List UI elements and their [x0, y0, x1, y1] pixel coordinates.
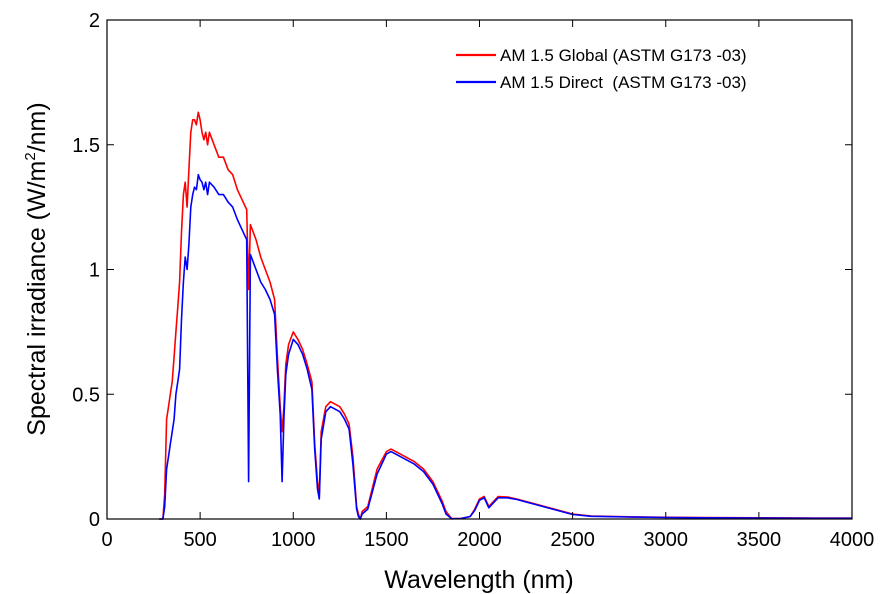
y-tick-label: 0.5: [72, 384, 100, 406]
x-tick-label: 3500: [737, 529, 782, 551]
x-tick-label: 1000: [271, 529, 316, 551]
plot-background: [107, 20, 852, 519]
y-tick-label: 0: [89, 509, 100, 531]
x-axis-label: Wavelength (nm): [384, 566, 573, 594]
legend-label-global: AM 1.5 Global (ASTM G173 -03): [500, 46, 747, 65]
x-tick-label: 500: [183, 529, 216, 551]
x-tick-label: 1500: [364, 529, 409, 551]
x-tick-label: 4000: [830, 529, 875, 551]
x-axis: 0 500 1000 1500 2000 2500 3000 3500 4000: [101, 20, 874, 551]
x-tick-label: 3000: [644, 529, 689, 551]
y-tick-label: 1: [89, 260, 100, 282]
y-tick-label: 1.5: [72, 135, 100, 157]
series-layer: [159, 111, 852, 520]
x-tick-label: 2500: [550, 529, 595, 551]
y-tick-label: 2: [89, 10, 100, 32]
y-axis-label-main: Spectral irradiance (W/m: [23, 161, 51, 436]
series-line-direct: [159, 173, 852, 520]
y-axis-label-tail: /nm): [23, 102, 51, 152]
x-tick-label: 0: [101, 529, 112, 551]
legend-label-direct: AM 1.5 Direct (ASTM G173 -03): [500, 73, 747, 92]
legend-box: [448, 38, 844, 100]
x-tick-label: 2000: [457, 529, 502, 551]
legend: AM 1.5 Global (ASTM G173 -03) AM 1.5 Dir…: [448, 38, 844, 100]
y-axis: 0 0.5 1 1.5 2: [72, 10, 852, 531]
y-axis-label-superscript: 2: [22, 152, 39, 160]
y-axis-label: Spectral irradiance (W/m2/nm): [22, 102, 51, 435]
